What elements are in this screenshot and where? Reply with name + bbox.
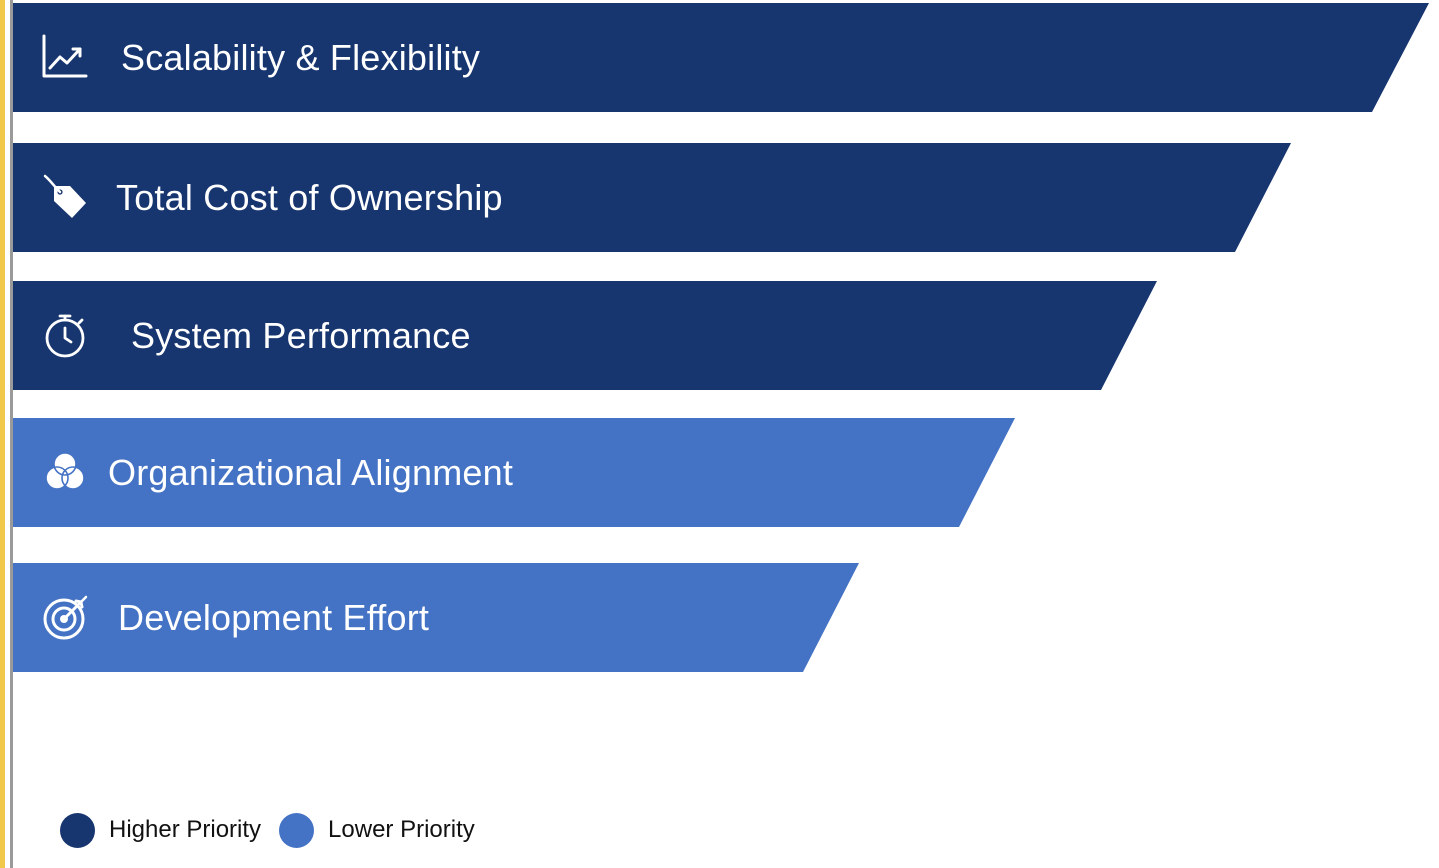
bar-shape	[13, 418, 1015, 527]
target-icon	[40, 592, 90, 642]
bar-label: System Performance	[131, 315, 471, 356]
legend: Higher Priority Lower Priority	[60, 812, 493, 848]
priority-bar-development-effort: Development Effort	[13, 563, 859, 672]
legend-label-higher: Higher Priority	[109, 816, 262, 843]
bar-shape	[13, 143, 1291, 252]
legend-swatch-higher	[60, 812, 95, 848]
stopwatch-icon	[40, 310, 90, 360]
priority-bar-scalability: Scalability & Flexibility	[13, 3, 1429, 112]
bar-label: Total Cost of Ownership	[116, 177, 503, 218]
priority-bar-total-cost: Total Cost of Ownership	[13, 143, 1291, 252]
accent-rule-gray	[10, 0, 13, 868]
bar-shape	[13, 281, 1157, 390]
priority-bar-system-performance: System Performance	[13, 281, 1157, 390]
accent-rule-gold	[0, 0, 5, 868]
legend-item-higher: Higher Priority	[60, 812, 262, 848]
bar-shape	[13, 3, 1429, 112]
legend-swatch-lower	[279, 812, 315, 848]
priority-bar-organizational-alignment: Organizational Alignment	[13, 418, 1015, 527]
price-tag-icon	[40, 172, 90, 222]
bar-label: Development Effort	[118, 597, 430, 638]
bar-label: Scalability & Flexibility	[121, 37, 481, 78]
venn-circles-icon	[40, 447, 90, 497]
legend-item-lower: Lower Priority	[279, 812, 475, 848]
legend-label-lower: Lower Priority	[328, 816, 475, 843]
bar-shape	[13, 563, 859, 672]
line-chart-icon	[40, 32, 90, 82]
bar-label: Organizational Alignment	[108, 452, 514, 493]
